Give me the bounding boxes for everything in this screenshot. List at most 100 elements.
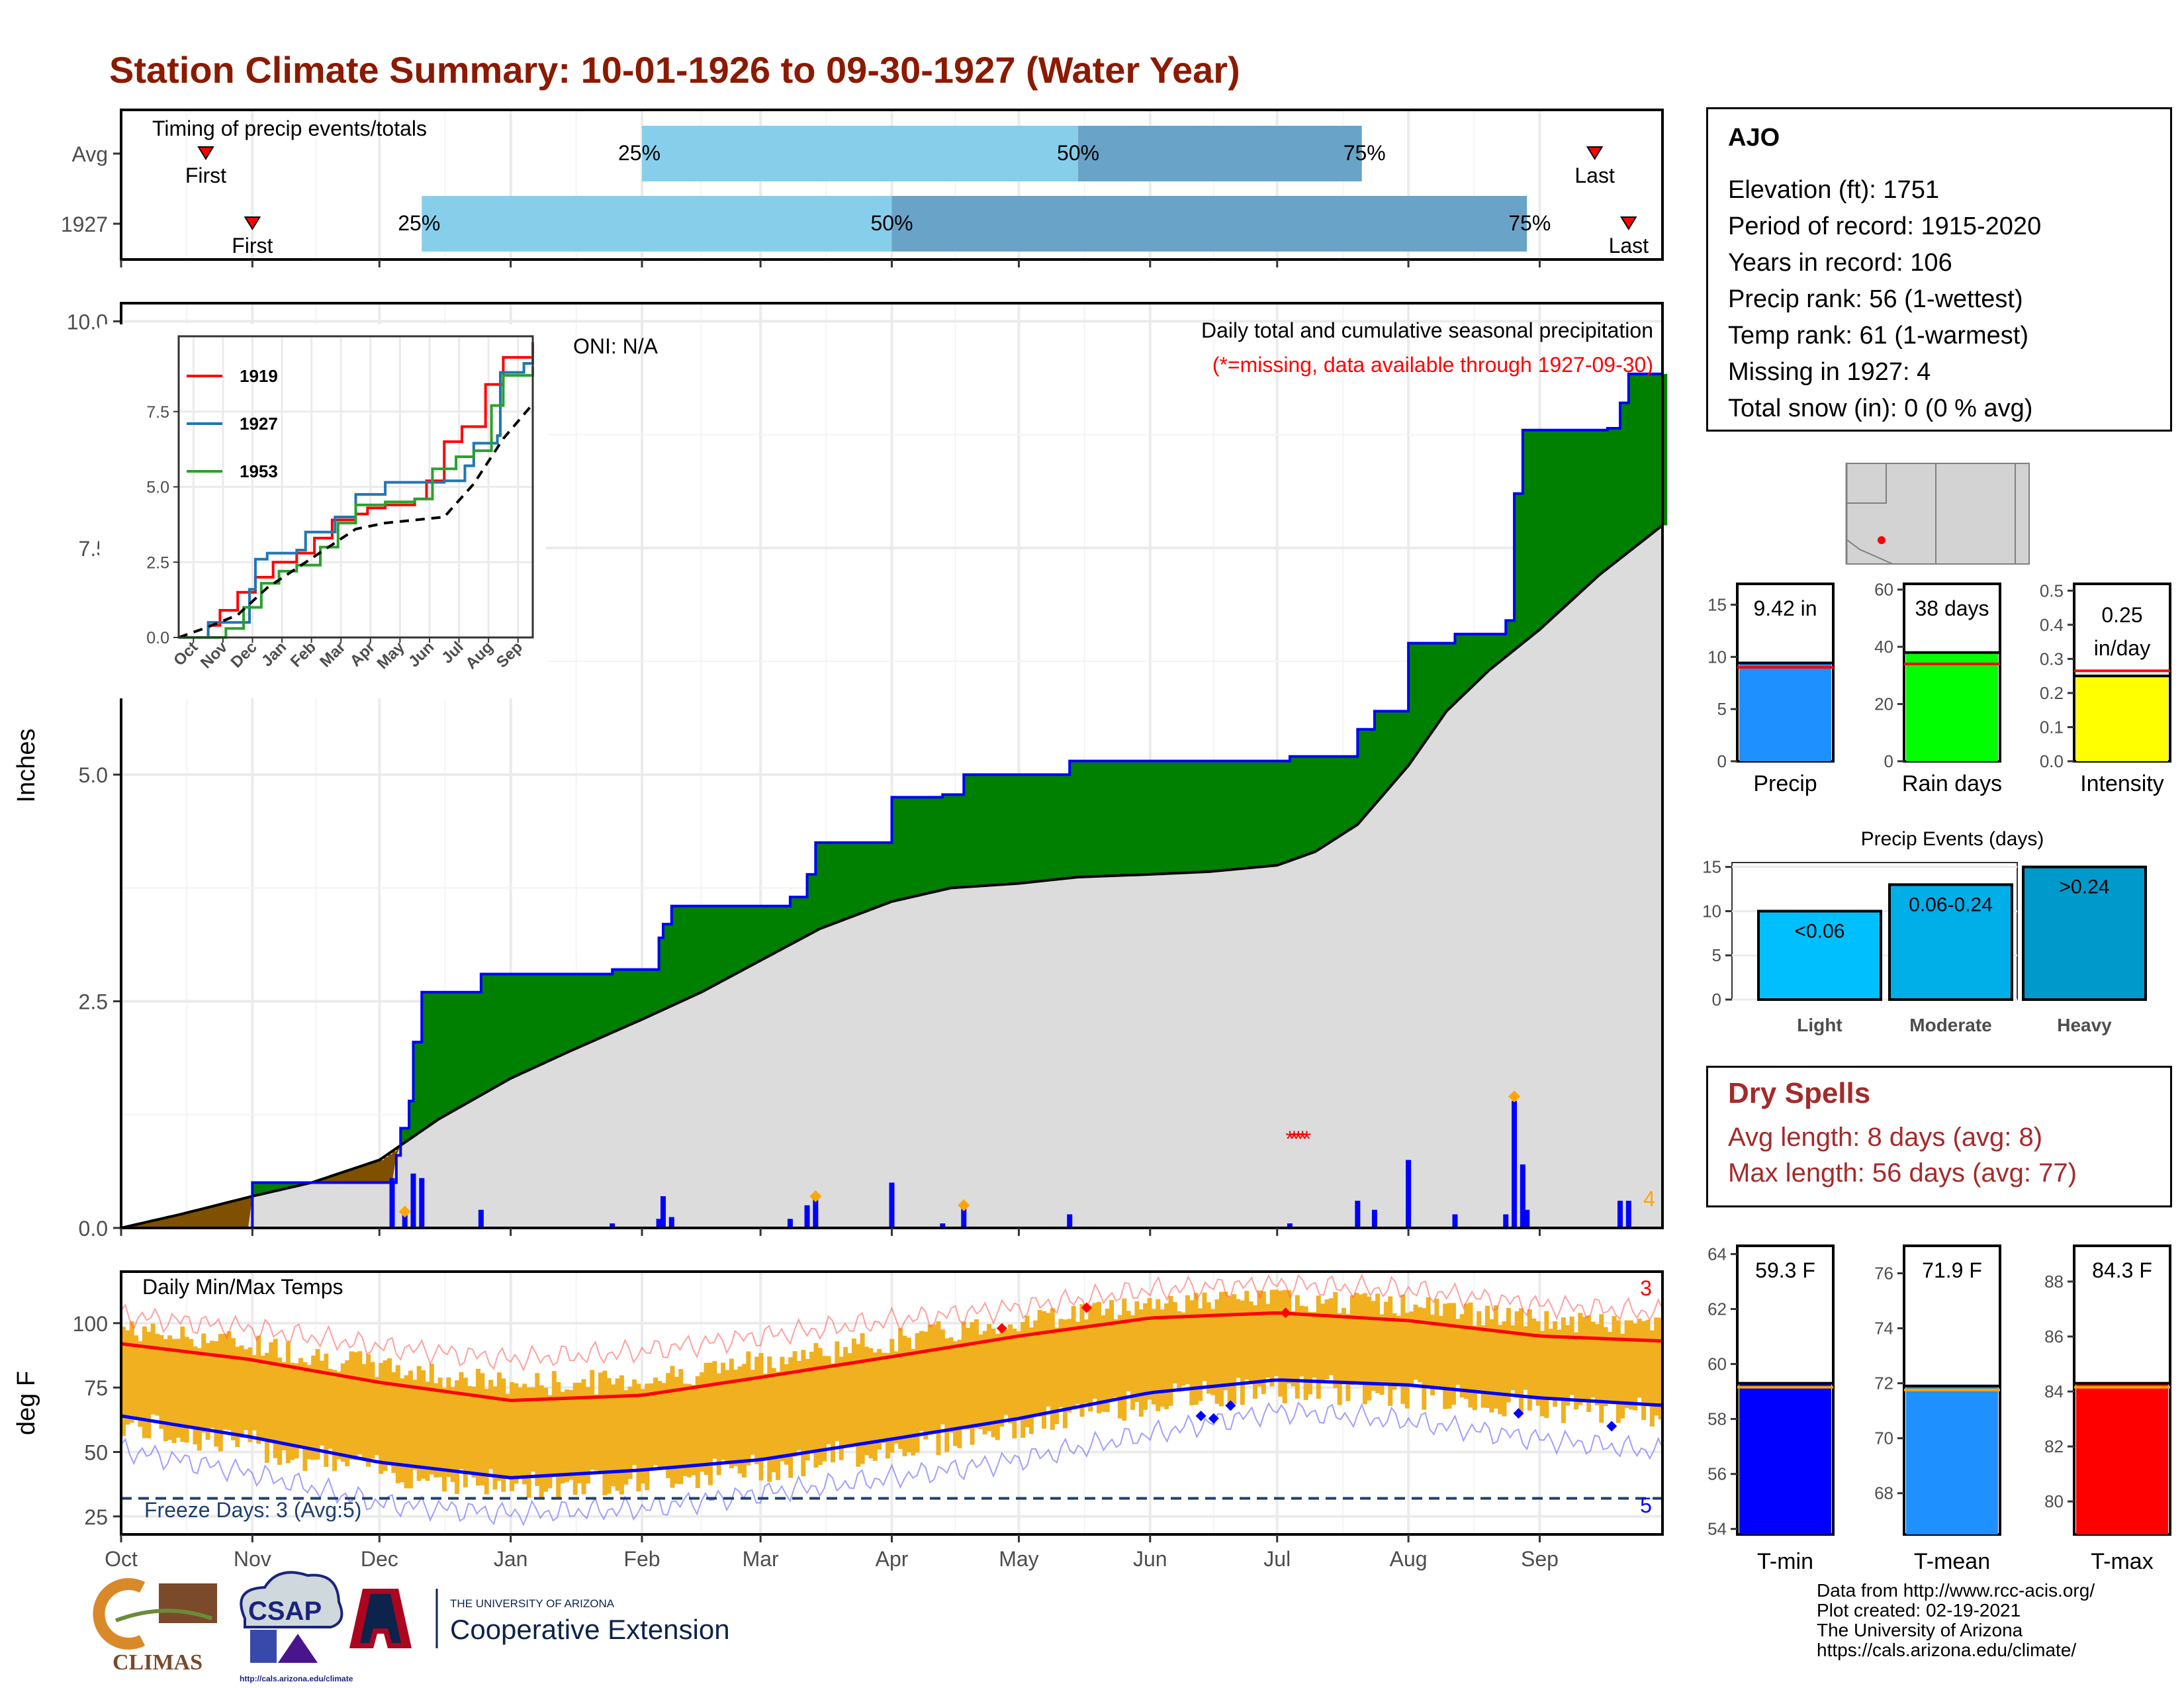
daily-temp-bar: [961, 1321, 966, 1427]
surplus-fill: [1578, 430, 1583, 595]
daily-temp-bar: [801, 1350, 806, 1477]
surplus-fill: [930, 797, 935, 893]
deficit-fill: [240, 1199, 245, 1228]
station-precip-rank: Precip rank: 56 (1-wettest): [1728, 285, 2023, 313]
events-y-tick-label: 0: [1712, 990, 1721, 1009]
summary-bar-label: Intensity: [2080, 771, 2164, 796]
daily-temp-bar: [1273, 1289, 1279, 1376]
surplus-fill: [1451, 643, 1456, 708]
daily-temp-bar: [1138, 1309, 1144, 1417]
daily-temp-bar: [1620, 1333, 1625, 1419]
daily-temp-bar: [611, 1384, 616, 1487]
daily-temp-bar: [830, 1363, 835, 1463]
surplus-fill: [845, 842, 850, 919]
deficit-fill: [341, 1172, 346, 1183]
surplus-fill: [1146, 761, 1151, 875]
daily-temp-bar: [1383, 1301, 1388, 1383]
surplus-fill: [1345, 756, 1350, 833]
surplus-fill: [1425, 643, 1430, 741]
surplus-fill: [773, 906, 778, 954]
deficit-fill: [201, 1209, 206, 1228]
daily-precip-bar: [1067, 1214, 1073, 1228]
daily-temp-bar: [324, 1353, 329, 1467]
daily-temp-bar: [1278, 1290, 1283, 1397]
daily-temp-bar: [1594, 1324, 1600, 1406]
surplus-fill: [904, 797, 909, 899]
temp-y-axis-label: deg F: [13, 1371, 40, 1435]
daily-temp-bar: [1117, 1315, 1122, 1419]
deficit-fill: [163, 1218, 169, 1228]
daily-temp-bar: [762, 1374, 768, 1460]
daily-temp-bar: [175, 1338, 181, 1438]
surplus-fill: [422, 992, 427, 1131]
daily-temp-bar: [273, 1338, 278, 1458]
daily-temp-bar: [991, 1328, 996, 1438]
deficit-fill: [214, 1205, 219, 1228]
surplus-fill: [1107, 761, 1113, 876]
cumulative-precip-line: [121, 372, 1662, 1229]
surplus-fill: [1001, 774, 1007, 885]
summary-y-tick-label: 15: [1707, 595, 1727, 615]
surplus-fill: [455, 992, 461, 1110]
surplus-fill: [1455, 633, 1460, 703]
daily-temp-bar: [277, 1357, 283, 1465]
daily-temp-bar: [1299, 1305, 1304, 1377]
daily-temp-bar: [467, 1385, 473, 1474]
credit-plot-created: Plot created: 02-19-2021: [1817, 1600, 2021, 1620]
daily-temp-bar: [1151, 1309, 1156, 1405]
surplus-fill: [1493, 633, 1498, 667]
surplus-fill: [515, 974, 520, 1077]
surplus-fill: [718, 906, 723, 984]
daily-temp-bar: [222, 1333, 228, 1430]
surplus-fill: [1416, 643, 1422, 754]
daily-temp-bar: [1498, 1325, 1503, 1415]
surplus-fill: [900, 797, 905, 900]
daily-temp-bar: [400, 1378, 405, 1483]
surplus-fill: [549, 974, 554, 1061]
surplus-fill: [1179, 761, 1185, 873]
surplus-fill: [1197, 761, 1202, 872]
daily-temp-bar: [514, 1383, 519, 1484]
surplus-fill: [531, 974, 537, 1069]
daily-temp-bar: [421, 1370, 426, 1479]
surplus-fill: [798, 897, 803, 941]
daily-temp-bar: [463, 1378, 468, 1487]
surplus-fill: [1201, 761, 1206, 872]
surplus-fill: [1506, 620, 1511, 657]
daily-temp-bar: [1535, 1321, 1541, 1406]
daily-temp-bar: [953, 1341, 958, 1446]
daily-temp-bar: [349, 1351, 354, 1460]
daily-temp-bar: [590, 1370, 595, 1470]
daily-temp-bar: [142, 1326, 147, 1438]
daily-temp-bar: [1316, 1295, 1321, 1399]
daily-temp-bar: [1007, 1324, 1013, 1424]
surplus-fill: [1091, 761, 1096, 877]
surplus-fill: [629, 969, 635, 1025]
surplus-fill: [1175, 761, 1181, 874]
surplus-fill: [1599, 430, 1604, 575]
surplus-fill: [1306, 756, 1312, 855]
surplus-fill: [1400, 711, 1405, 776]
deficit-fill: [244, 1198, 249, 1228]
daily-temp-bar: [1291, 1311, 1296, 1387]
deficit-fill: [392, 1151, 397, 1183]
surplus-fill: [701, 906, 706, 992]
surplus-fill: [625, 969, 630, 1027]
surplus-fill: [1518, 493, 1524, 647]
daily-temp-bar: [1214, 1299, 1220, 1404]
daily-temp-bar: [189, 1338, 194, 1427]
deficit-fill: [138, 1224, 143, 1228]
daily-temp-bar: [484, 1389, 489, 1495]
daily-temp-bar: [446, 1377, 451, 1477]
surplus-fill: [870, 842, 876, 910]
surplus-fill: [1082, 761, 1087, 877]
surplus-fill: [451, 992, 457, 1112]
daily-temp-bar: [1156, 1299, 1161, 1411]
surplus-fill: [404, 1128, 410, 1143]
csap-url: http://cals.arizona.edu/climate: [240, 1674, 353, 1683]
first-label: First: [232, 234, 273, 258]
daily-temp-bar: [332, 1370, 338, 1472]
oni-label: ONI: N/A: [573, 334, 659, 358]
surplus-fill: [1561, 430, 1566, 610]
daily-precip-bar: [656, 1219, 662, 1228]
